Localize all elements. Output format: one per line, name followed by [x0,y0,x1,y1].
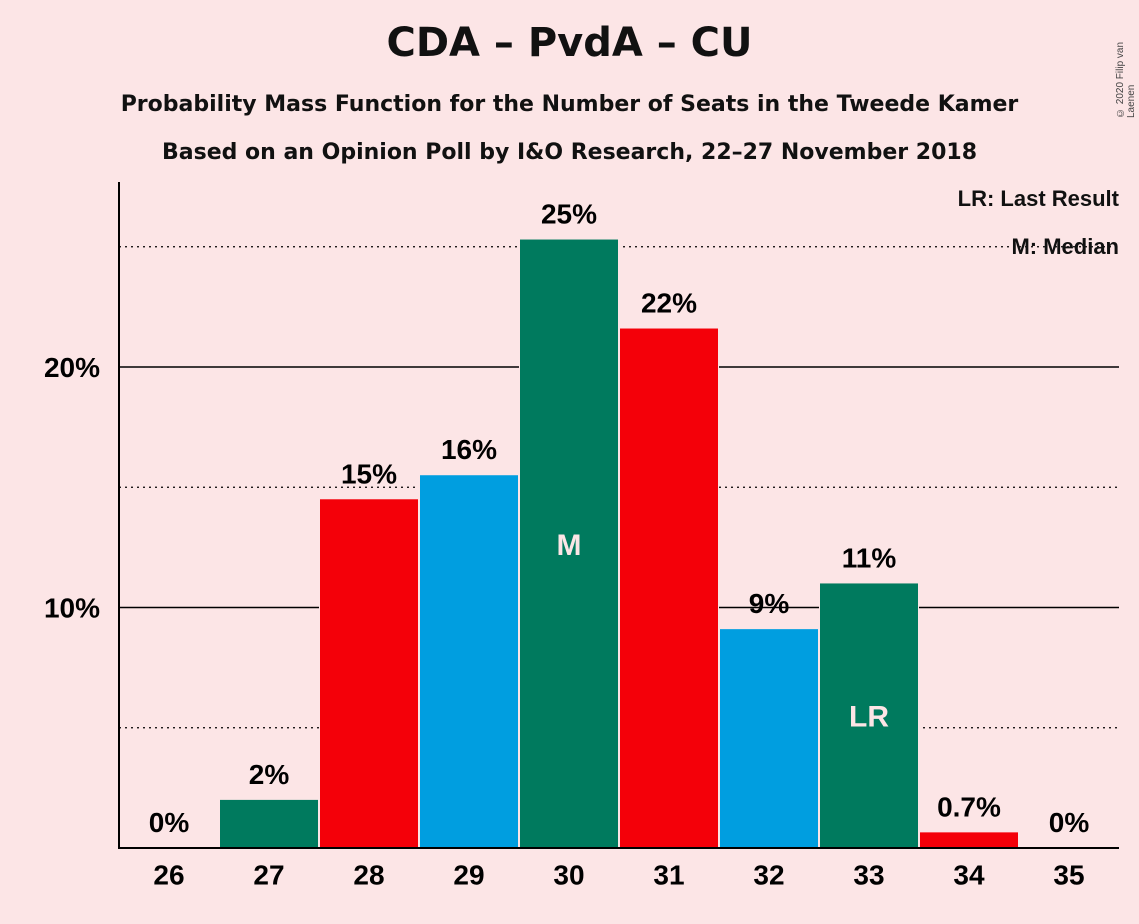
data-label-30: 25% [541,199,597,230]
bars [219,239,1019,848]
y-tick-10: 10% [44,593,100,624]
data-label-33: 11% [842,542,897,573]
data-label-26: 0% [149,807,190,838]
data-label-31: 22% [641,288,697,319]
x-axis-ticks: 26 27 28 29 30 31 32 33 34 35 [153,859,1084,890]
bar-33 [820,583,918,848]
bar-29 [420,475,518,848]
bar-31 [620,328,718,848]
data-label-28: 15% [341,458,397,489]
data-label-34: 0.7% [937,791,1001,822]
bar-27 [220,799,318,848]
legend-median: M: Median [1011,234,1119,259]
x-tick-29: 29 [453,859,484,890]
y-axis-ticks: 10% 20% [44,352,100,624]
x-tick-27: 27 [253,859,284,890]
data-label-35: 0% [1049,807,1090,838]
bar-34 [920,832,1018,848]
x-tick-35: 35 [1053,859,1084,890]
x-tick-30: 30 [553,859,584,890]
data-labels: 0% 2% 15% 16% 25% M 22% 9% 11% LR 0.7% 0% [149,199,1090,838]
x-tick-32: 32 [753,859,784,890]
x-tick-31: 31 [653,859,684,890]
data-label-32: 9% [749,588,790,619]
chart-subtitle: Probability Mass Function for the Number… [120,92,1019,117]
y-tick-20: 20% [44,352,100,383]
chart-subtitle-source: Based on an Opinion Poll by I&O Research… [161,140,978,165]
x-tick-34: 34 [953,859,985,890]
x-tick-28: 28 [353,859,384,890]
data-label-29: 16% [441,434,497,465]
chart-title: CDA – PvdA – CU [386,20,753,66]
marker-m: M [557,529,582,562]
bar-28 [320,499,418,848]
bar-30 [520,239,618,848]
x-tick-26: 26 [153,859,184,890]
data-label-27: 2% [249,759,290,790]
marker-lr: LR [849,701,889,734]
bar-32 [720,629,818,848]
legend-last-result: LR: Last Result [957,186,1119,211]
x-tick-33: 33 [853,859,884,890]
